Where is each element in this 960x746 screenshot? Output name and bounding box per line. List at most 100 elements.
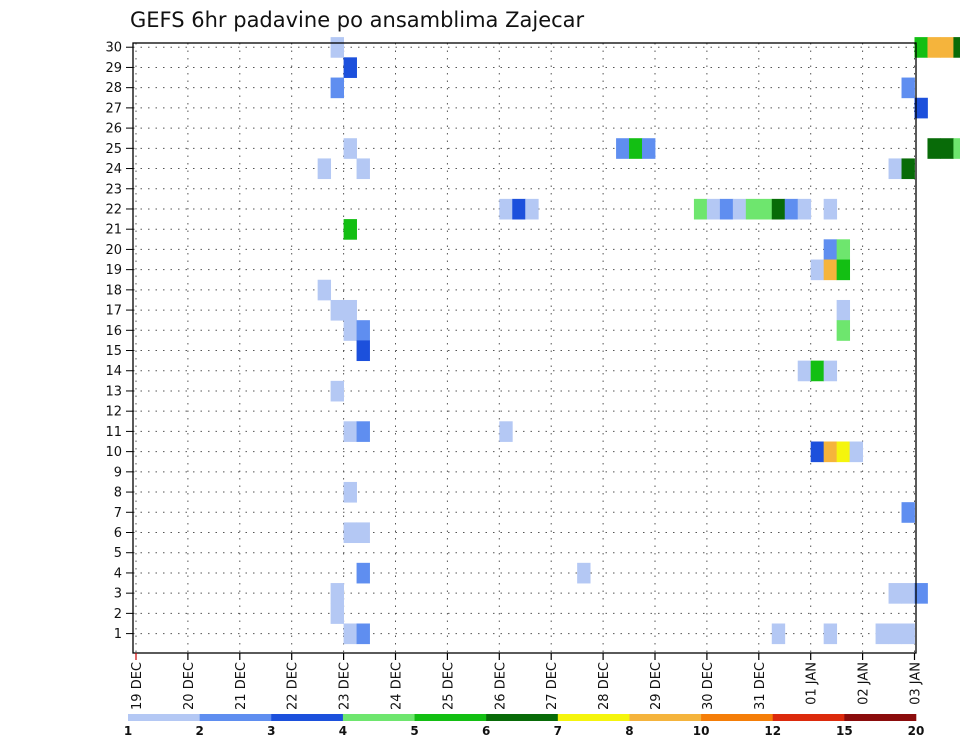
chart-title: GEFS 6hr padavine po ansamblima Zajecar	[130, 8, 585, 32]
y-tick-label: 26	[105, 122, 122, 137]
precip-cell	[330, 603, 344, 624]
precip-cell	[706, 198, 721, 220]
x-tick-label: 21 DEC	[234, 662, 249, 710]
precip-cell	[356, 623, 370, 645]
y-tick-label: 16	[105, 324, 122, 339]
precip-cell	[823, 198, 838, 220]
x-tick-label: 30 DEC	[701, 662, 716, 710]
precip-cell	[836, 259, 851, 281]
precip-cell	[343, 481, 357, 503]
x-tick-label: 31 DEC	[753, 662, 768, 710]
precip-cell	[901, 583, 915, 604]
colorbar-label: 4	[339, 724, 347, 738]
colorbar-swatch	[342, 714, 415, 721]
precip-cell	[512, 198, 526, 220]
y-tick-label: 5	[114, 546, 122, 561]
precip-cell	[343, 138, 357, 159]
precip-cell	[901, 623, 915, 645]
y-tick-label: 3	[114, 587, 122, 602]
y-tick-label: 29	[105, 61, 122, 76]
y-tick-label: 15	[105, 344, 122, 359]
precip-cell	[343, 320, 357, 341]
precip-cell	[901, 77, 915, 99]
precip-cell	[577, 562, 591, 584]
precip-cell	[616, 138, 630, 159]
precip-cell	[888, 623, 902, 645]
colorbar-swatch	[271, 714, 344, 721]
x-tick-label: 28 DEC	[597, 662, 612, 710]
precip-cell	[771, 198, 786, 220]
y-tick-label: 2	[114, 607, 122, 622]
y-tick-label: 27	[105, 101, 122, 116]
y-tick-label: 1	[114, 627, 122, 642]
colorbar-swatch	[629, 714, 702, 721]
precip-cell	[719, 198, 734, 220]
x-axis: 19 DEC 20 DEC 21 DEC 22 DEC 23 DEC 24 DEC 25 D…	[130, 653, 924, 710]
precip-cell	[914, 583, 928, 604]
precip-cell	[356, 158, 370, 180]
colorbar-label: 3	[267, 724, 275, 738]
y-tick-label: 24	[105, 162, 122, 177]
precip-cell	[499, 421, 513, 442]
precip-cell	[784, 198, 799, 220]
x-tick-label: 03 JAN	[909, 662, 924, 705]
precip-cell	[330, 299, 344, 321]
colorbar-label: 15	[836, 724, 853, 738]
y-tick-label: 30	[105, 41, 122, 56]
precip-cell	[953, 37, 960, 58]
precip-cell	[356, 522, 370, 544]
precip-cell	[927, 37, 941, 58]
y-tick-label: 23	[105, 182, 122, 197]
colorbar-label: 5	[410, 724, 418, 738]
precip-cell	[356, 320, 370, 341]
colorbar-swatch	[414, 714, 487, 721]
colorbar-swatch	[701, 714, 774, 721]
precip-cell	[343, 421, 357, 442]
precip-cell	[875, 623, 889, 645]
y-tick-label: 14	[105, 364, 122, 379]
precip-cell	[836, 299, 851, 321]
precip-cell	[797, 360, 812, 382]
precip-cell	[888, 158, 902, 180]
precip-cell	[914, 97, 928, 119]
precip-cell	[823, 441, 838, 463]
colorbar-swatch	[557, 714, 630, 721]
y-axis: 1234567891011121314151617181920212223242…	[105, 41, 133, 642]
precip-cell	[810, 441, 825, 463]
precip-cell	[642, 138, 656, 159]
data-cells	[317, 37, 960, 645]
x-tick-label: 29 DEC	[649, 662, 664, 710]
precip-cell	[823, 239, 838, 260]
precip-cell	[797, 198, 812, 220]
colorbar-label: 1	[124, 724, 132, 738]
precip-cell	[693, 198, 708, 220]
precip-cell	[525, 198, 539, 220]
precip-cell	[732, 198, 747, 220]
colorbar-swatch	[772, 714, 845, 721]
precip-cell	[849, 441, 863, 463]
colorbar-label: 6	[482, 724, 490, 738]
precip-cell	[823, 623, 838, 645]
precip-cell	[629, 138, 643, 159]
precip-cell	[330, 77, 344, 99]
precip-cell	[901, 158, 915, 180]
y-tick-label: 17	[105, 304, 122, 319]
x-tick-label: 20 DEC	[182, 662, 197, 710]
precip-cell	[330, 37, 344, 58]
x-tick-label: 19 DEC	[130, 662, 145, 710]
colorbar-swatch	[128, 714, 200, 721]
precip-cell	[330, 583, 344, 604]
x-tick-label: 23 DEC	[338, 662, 353, 710]
y-tick-label: 19	[105, 263, 122, 278]
y-tick-label: 21	[105, 223, 122, 238]
precip-cell	[356, 340, 370, 362]
precip-cell	[810, 360, 825, 382]
precip-cell	[836, 441, 851, 463]
precip-cell	[901, 502, 915, 523]
precip-cell	[888, 583, 902, 604]
precip-cell	[758, 198, 773, 220]
precip-cell	[745, 198, 760, 220]
precip-cell	[771, 623, 786, 645]
precip-cell	[823, 259, 838, 281]
